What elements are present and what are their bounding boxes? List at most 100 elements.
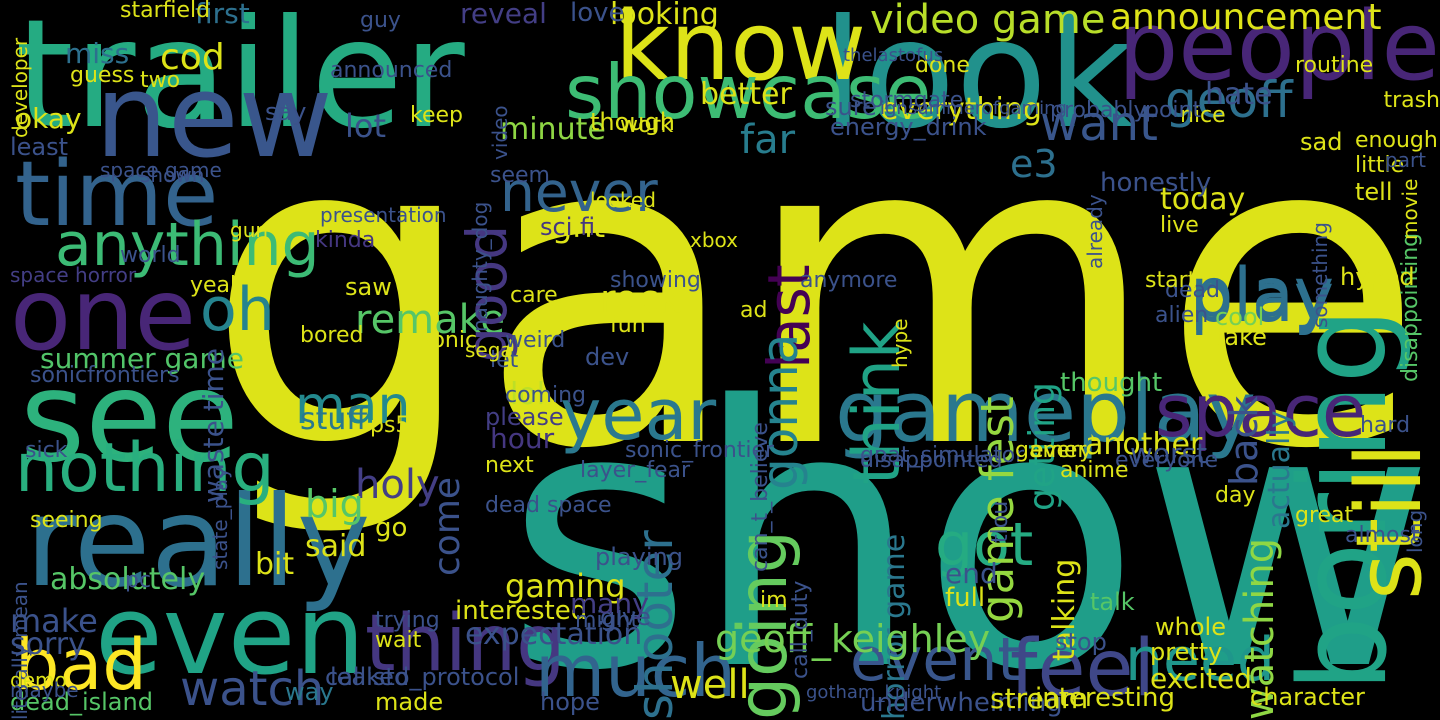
word-honestly: honestly	[1100, 168, 1212, 198]
word-wait: wait	[375, 628, 422, 653]
word-callisto-protocol: callisto_protocol	[325, 663, 520, 691]
word-presentation: presentation	[320, 203, 447, 227]
word-e3: e3	[1010, 142, 1058, 186]
word-saw: saw	[345, 273, 392, 301]
word-end: end	[945, 557, 998, 590]
word-love: love	[570, 0, 625, 28]
word-really: really	[25, 470, 371, 615]
word-stuff: stuff	[300, 402, 368, 437]
word-guy: guy	[360, 8, 401, 33]
word-talk: talk	[1090, 588, 1135, 616]
word-trash: trash	[1383, 88, 1440, 113]
word-call-duty: call_duty	[788, 580, 813, 679]
word-hard: hard	[1360, 413, 1411, 438]
word-looked: looked	[590, 188, 656, 212]
word-sad: sad	[1300, 128, 1343, 156]
word-leaked: leaked	[330, 663, 410, 691]
word-gun: gun	[230, 218, 269, 242]
word-hype: hype	[888, 318, 912, 368]
word-got: got	[935, 510, 1034, 580]
word-dev: dev	[585, 343, 630, 371]
word-feel: feel	[1010, 624, 1156, 714]
word-ps5: ps5	[370, 413, 410, 438]
word-care: care	[510, 283, 558, 308]
word-interested: interested	[455, 596, 588, 626]
word-today: today	[1160, 182, 1246, 217]
word-coming: coming	[505, 383, 587, 408]
word-actually: actually	[1262, 410, 1297, 529]
word-absolutely: absolutely	[50, 562, 206, 597]
word-naughty-dog: naughty_dog	[468, 201, 492, 332]
word-time: time	[15, 142, 219, 247]
word-every: every	[1030, 438, 1093, 463]
word-watch: watch	[180, 661, 325, 717]
word-can-t-believe: can_t_believe	[748, 421, 773, 572]
word-done: done	[915, 53, 970, 78]
word-give: give	[600, 603, 651, 631]
word-sega: sega	[465, 338, 513, 362]
word-already: already	[1083, 194, 1107, 269]
word-sonic: sonic	[420, 328, 478, 353]
word-reveal: reveal	[460, 0, 547, 30]
word-never: never	[500, 160, 658, 224]
word-back: back	[1222, 395, 1266, 487]
word-lol: lol	[510, 377, 546, 412]
word-show: show	[505, 330, 1436, 720]
word-seeing: seeing	[30, 508, 103, 533]
word-disappointed: disappointed	[860, 448, 1003, 473]
word-showcase: showcase	[565, 48, 932, 136]
word-holy: holy	[355, 462, 440, 508]
word-nothing: nothing	[15, 429, 275, 508]
word-gameplay: gameplay	[835, 363, 1257, 462]
word-next: next	[485, 453, 534, 478]
word-cod: cod	[160, 37, 225, 78]
word-okay: okay	[15, 102, 82, 135]
word-event: event	[850, 625, 1021, 695]
word-whole: whole	[1155, 613, 1226, 641]
word-gaming: gaming	[505, 567, 626, 605]
word-part: part	[1385, 148, 1427, 172]
word-tlou: tlou	[988, 500, 1013, 543]
word-right: right	[530, 207, 606, 245]
word-gamer: gamer	[1015, 438, 1087, 463]
word-ignsummerofgaming: ignsummerofgaming	[880, 98, 1067, 119]
word-bored: bored	[300, 323, 364, 348]
word-miss: miss	[65, 37, 130, 70]
word-layer-fear: layer_fear	[580, 458, 690, 483]
word-thing: thing	[365, 599, 566, 689]
word-oh: oh	[200, 275, 275, 345]
word-maybe: maybe	[10, 678, 79, 702]
word-live: live	[1160, 213, 1199, 238]
word-hate: hate	[1205, 77, 1273, 112]
word-guess: guess	[70, 63, 135, 88]
word-though: though	[590, 108, 675, 136]
word-space-game: space game	[100, 158, 222, 182]
word-yeah: yeah	[190, 273, 244, 298]
word-geoff: geoff	[1165, 71, 1293, 129]
word-state-play: state_play	[208, 466, 232, 570]
word-sure: sure	[825, 93, 877, 121]
word-play: play	[1190, 254, 1334, 333]
word-announced: announced	[330, 58, 453, 83]
word-ad: ad	[740, 298, 768, 323]
word-first: first	[195, 0, 250, 30]
word-playing: playing	[595, 543, 683, 571]
word-underwhelming: underwhelming	[860, 688, 1063, 718]
word-space-horror: space horror	[10, 263, 137, 287]
word-hyped: hyped	[1340, 263, 1415, 291]
word-least: least	[10, 133, 69, 161]
word-might: might	[575, 608, 640, 633]
word-expectation: expectation	[465, 617, 643, 652]
word-people: people	[1117, 0, 1440, 102]
word-sci-fi: sci fi	[540, 213, 596, 241]
word-better: better	[700, 77, 792, 112]
word-one: one	[10, 256, 197, 373]
word-great: great	[1295, 503, 1354, 528]
word-say: say	[265, 98, 307, 126]
word-something: something	[1308, 222, 1332, 328]
word-routine: routine	[1295, 53, 1374, 78]
word-full: full	[945, 583, 986, 613]
word-xbox: xbox	[690, 228, 738, 252]
word-far: far	[740, 117, 796, 163]
word-disappointing: disappointing	[1398, 232, 1423, 382]
